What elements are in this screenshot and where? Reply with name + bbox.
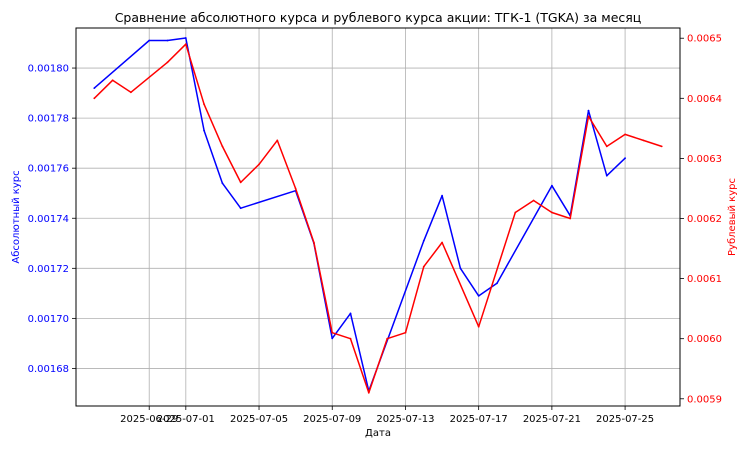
- absolute-price-point: [624, 157, 626, 160]
- chart-title: Сравнение абсолютного курса и рублевого …: [115, 10, 642, 25]
- ruble-price-point: [441, 241, 443, 244]
- ruble-price-point: [660, 145, 663, 148]
- x-tick-label: 2025-07-21: [523, 414, 581, 425]
- x-tick-label: 2025-07-01: [157, 414, 215, 425]
- absolute-price-point: [148, 39, 151, 42]
- ruble-price-point: [642, 139, 645, 142]
- ruble-price-point: [294, 187, 297, 190]
- ruble-price-point: [404, 331, 407, 334]
- left-y-axis: 0.00168 0.00170 0.00172 0.00174 0.00176 0.001…: [28, 64, 76, 375]
- absolute-price-point: [93, 87, 96, 89]
- ruble-price-point: [386, 337, 389, 340]
- left-y-tick-label: 0.00176: [28, 164, 69, 175]
- right-y-tick-label: 0.0065: [687, 34, 722, 45]
- x-tick-label: 2025-07-17: [450, 414, 508, 425]
- ruble-price-point: [313, 241, 315, 244]
- ruble-price-point: [166, 61, 169, 64]
- left-y-tick-label: 0.00168: [28, 364, 69, 375]
- ruble-price-point: [587, 115, 590, 118]
- ruble-price-point: [258, 163, 260, 166]
- x-tick-label: 2025-07-05: [230, 414, 288, 425]
- ruble-price-point: [111, 79, 114, 82]
- absolute-price-point: [184, 37, 187, 39]
- ruble-price-point: [624, 133, 626, 136]
- ruble-price-point: [276, 139, 279, 142]
- ruble-price-point: [514, 211, 517, 214]
- ruble-price-point: [422, 265, 425, 268]
- ruble-price-point: [367, 391, 370, 394]
- absolute-price-point: [166, 39, 169, 42]
- x-tick-label: 2025-07-13: [376, 414, 434, 425]
- absolute-price-point: [496, 282, 498, 285]
- ruble-price-point: [605, 145, 608, 148]
- absolute-price-point: [239, 207, 242, 210]
- right-y-tick-label: 0.0059: [687, 394, 722, 405]
- absolute-price-point: [422, 239, 425, 242]
- x-tick-label: 2025-07-09: [303, 414, 361, 425]
- x-axis-label: Дата: [365, 428, 391, 439]
- left-y-tick-label: 0.00172: [28, 264, 69, 275]
- right-y-tick-label: 0.0062: [687, 214, 722, 225]
- ruble-price-point: [569, 217, 572, 220]
- ruble-price-point: [349, 337, 352, 340]
- x-tick-label: 2025-06-29: [120, 414, 178, 425]
- right-y-tick-label: 0.0061: [687, 274, 722, 285]
- ruble-price-point: [184, 43, 187, 46]
- left-y-tick-label: 0.00174: [28, 214, 69, 225]
- left-y-tick-label: 0.00180: [28, 64, 69, 75]
- right-y-tick-label: 0.0060: [687, 334, 722, 345]
- ruble-price-point: [331, 331, 334, 334]
- absolute-price-point: [349, 312, 352, 315]
- ruble-price-point: [477, 325, 480, 328]
- absolute-price-point: [331, 337, 334, 340]
- absolute-price-line: [93, 37, 626, 392]
- ruble-price-point: [203, 103, 206, 106]
- absolute-price-point: [605, 174, 608, 177]
- left-y-axis-label: Абсолютный курс: [11, 170, 22, 263]
- right-y-tick-label: 0.0064: [687, 94, 722, 105]
- series-layer: [93, 37, 663, 394]
- left-y-tick-label: 0.00170: [28, 314, 69, 325]
- absolute-price-point: [459, 267, 462, 270]
- right-y-axis: 0.0059 0.0060 0.0061 0.0062 0.0063 0.0064 0.00…: [680, 34, 722, 405]
- absolute-price-point: [203, 129, 206, 132]
- right-y-tick-label: 0.0063: [687, 154, 722, 165]
- left-y-tick-label: 0.00178: [28, 114, 69, 125]
- plot-frame: [75, 27, 681, 407]
- absolute-price-point: [587, 109, 590, 112]
- x-tick-label: 2025-07-25: [596, 414, 654, 425]
- absolute-price-point: [221, 182, 224, 185]
- ruble-price-point: [239, 181, 242, 184]
- ruble-price-point: [551, 211, 553, 214]
- absolute-price-point: [551, 184, 553, 187]
- ruble-price-point: [221, 145, 224, 148]
- ruble-price-point: [130, 91, 132, 94]
- ruble-price-point: [532, 199, 535, 202]
- right-y-axis-label: Рублевый курс: [727, 178, 738, 256]
- absolute-price-point: [477, 295, 480, 297]
- ruble-price-point: [93, 97, 96, 100]
- absolute-price-point: [441, 194, 443, 197]
